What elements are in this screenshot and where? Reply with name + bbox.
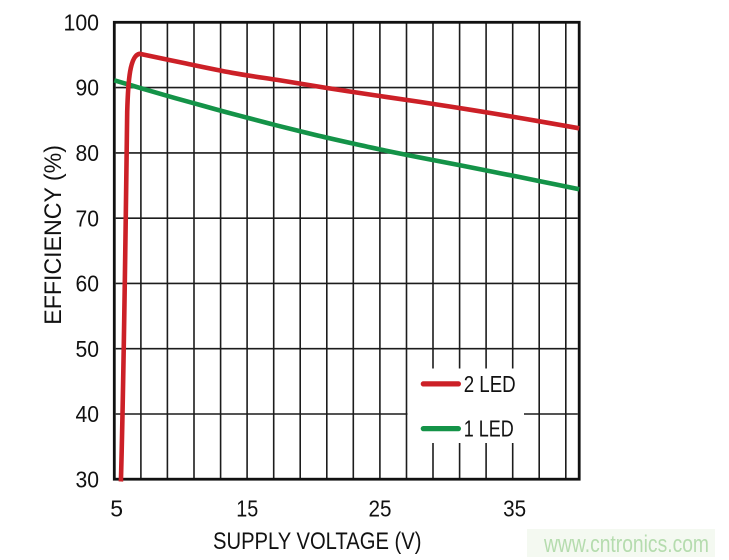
svg-text:EFFICIENCY (%): EFFICIENCY (%) bbox=[40, 145, 67, 325]
svg-text:60: 60 bbox=[76, 271, 100, 297]
svg-text:50: 50 bbox=[76, 336, 100, 362]
svg-text:www.cntronics.com: www.cntronics.com bbox=[543, 531, 709, 558]
svg-text:15: 15 bbox=[236, 496, 258, 522]
svg-text:25: 25 bbox=[369, 496, 392, 522]
svg-text:2 LED: 2 LED bbox=[464, 371, 516, 397]
svg-text:30: 30 bbox=[76, 466, 100, 492]
svg-text:1 LED: 1 LED bbox=[464, 416, 514, 442]
svg-text:90: 90 bbox=[76, 75, 100, 101]
svg-text:SUPPLY VOLTAGE (V): SUPPLY VOLTAGE (V) bbox=[213, 528, 422, 555]
svg-text:40: 40 bbox=[76, 401, 100, 427]
svg-text:35: 35 bbox=[503, 496, 526, 522]
svg-text:80: 80 bbox=[76, 140, 100, 166]
svg-text:100: 100 bbox=[64, 9, 100, 35]
svg-text:70: 70 bbox=[76, 205, 100, 231]
svg-text:5: 5 bbox=[110, 496, 123, 522]
